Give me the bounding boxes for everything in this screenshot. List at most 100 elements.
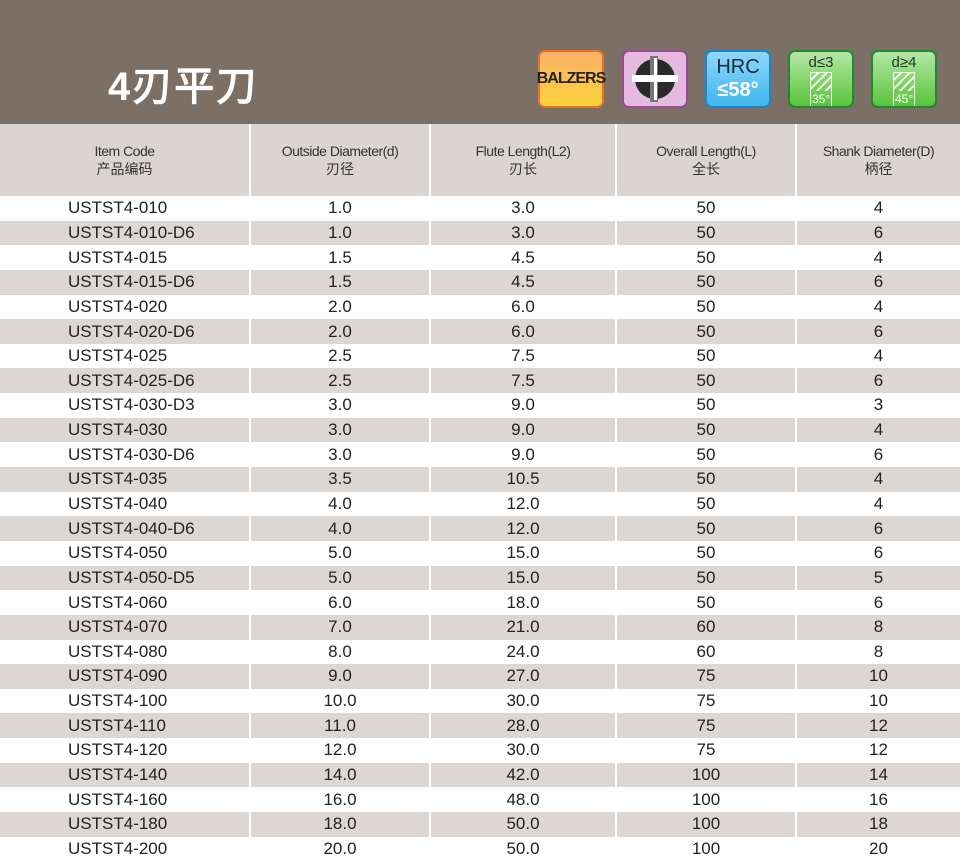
- table-cell: 4.0: [249, 491, 430, 517]
- table-cell: 75: [615, 664, 796, 689]
- table-cell: 12.0: [429, 491, 616, 517]
- header-en: Shank Diameter(D): [822, 143, 935, 159]
- column-header: Outside Diameter(d) 刃径: [249, 124, 430, 196]
- coating-label: BALZERS: [536, 70, 607, 87]
- hrc-value: ≤58°: [717, 79, 759, 101]
- table-cell: 3.0: [429, 196, 616, 221]
- table-cell: 18.0: [249, 812, 430, 837]
- table-cell: 75: [615, 688, 796, 714]
- table-cell: 50: [615, 516, 796, 541]
- helix-condition: d≤3: [808, 54, 834, 71]
- table-cell: 75: [615, 713, 796, 739]
- table-cell: 50.0: [429, 836, 616, 862]
- table-cell: 9.0: [429, 442, 616, 468]
- table-cell: 2.0: [249, 294, 430, 320]
- table-cell: 50: [615, 442, 796, 468]
- table-cell: 3.0: [249, 417, 430, 443]
- table-cell: 3.5: [249, 467, 430, 492]
- table-cell: USTST4-015: [68, 247, 168, 267]
- table-cell: 48.0: [429, 787, 616, 813]
- table-cell: 5.0: [249, 540, 430, 566]
- table-cell: 1.0: [249, 220, 430, 246]
- header-zh: 柄径: [864, 161, 893, 177]
- table-cell: 6: [795, 540, 960, 566]
- table-cell: 100: [615, 762, 796, 788]
- table-cell: 21.0: [429, 614, 616, 640]
- table-cell: USTST4-070: [0, 614, 250, 640]
- page-title: 4刃平刀: [108, 65, 259, 109]
- table-cell: 42.0: [429, 762, 616, 788]
- header-zh: 刃径: [326, 161, 354, 177]
- table-cell: 7.5: [429, 368, 616, 394]
- table-cell: 2.5: [249, 343, 430, 369]
- table-cell: USTST4-030-D3: [68, 395, 195, 415]
- table-cell: USTST4-050: [68, 543, 168, 563]
- table-cell: 14: [795, 762, 960, 788]
- table-cell: USTST4-015-D6: [0, 269, 250, 295]
- table-cell: 20.0: [249, 836, 430, 862]
- table-cell: 3.0: [249, 442, 430, 468]
- table-cell: 1.5: [249, 269, 430, 295]
- table-cell: 9.0: [429, 417, 616, 443]
- table-row: USTST4-020-D6 2.0 6.0 50 6: [0, 319, 960, 344]
- table-cell: USTST4-035: [0, 467, 250, 492]
- table-row: USTST4-140 14.0 42.0 100 14: [0, 762, 960, 788]
- table-row: USTST4-030-D6 3.0 9.0 50 6: [0, 442, 960, 468]
- table-cell: 100: [615, 836, 796, 862]
- table-cell: 50: [615, 393, 796, 418]
- table-cell: 6: [795, 269, 960, 295]
- table-cell: 4.5: [429, 269, 616, 295]
- table-cell: 6.0: [429, 319, 616, 344]
- table-cell: 6: [795, 516, 960, 541]
- table-cell: 9.0: [429, 393, 616, 418]
- table-cell: 100: [615, 812, 796, 837]
- table-cell: USTST4-140: [0, 762, 250, 788]
- table-row: USTST4-120 12.0 30.0 75 12: [0, 738, 960, 763]
- table-cell: 1.0: [249, 196, 430, 221]
- table-cell: USTST4-110: [0, 713, 250, 739]
- table-cell: 4.5: [429, 245, 616, 270]
- table-cell: 60: [615, 639, 796, 665]
- table-cell: 50: [615, 565, 796, 591]
- table-row: USTST4-060 6.0 18.0 50 6: [0, 590, 960, 615]
- table-cell: 6: [795, 220, 960, 246]
- table-cell: 30.0: [429, 688, 616, 714]
- table-row: USTST4-110 11.0 28.0 75 12: [0, 713, 960, 739]
- table-cell: 27.0: [429, 664, 616, 689]
- helix-35-badge: d≤3 35°: [788, 50, 854, 108]
- table-cell: USTST4-030: [0, 417, 250, 443]
- table-cell: 50: [615, 245, 796, 270]
- helix-angle: 35°: [812, 92, 831, 106]
- table-cell: 28.0: [429, 713, 616, 739]
- hrc-badge: HRC ≤58°: [705, 50, 771, 108]
- table-cell: 6.0: [249, 590, 430, 615]
- table-cell: 7.0: [249, 614, 430, 640]
- table-cell: 18: [795, 812, 960, 837]
- table-row: USTST4-050-D5 5.0 15.0 50 5: [0, 565, 960, 591]
- table-cell: 50: [615, 590, 796, 615]
- table-cell: 10: [795, 688, 960, 714]
- table-cell: USTST4-030-D6: [68, 444, 195, 464]
- table-row: USTST4-010-D6 1.0 3.0 50 6: [0, 220, 960, 246]
- table-cell: 12.0: [429, 516, 616, 541]
- table-cell: 4: [795, 245, 960, 270]
- column-header: Overall Length(L) 全长: [615, 124, 796, 196]
- table-cell: USTST4-025: [68, 346, 168, 366]
- table-cell: 6: [795, 442, 960, 468]
- header-zh: 产品编码: [96, 161, 153, 177]
- table-cell: 4: [795, 294, 960, 320]
- table-cell: USTST4-010: [68, 198, 168, 218]
- table-cell: USTST4-120: [68, 740, 168, 760]
- table-cell: 15.0: [429, 565, 616, 591]
- table-cell: USTST4-025-D6: [0, 368, 250, 394]
- table-cell: 6: [795, 319, 960, 344]
- 4-flute-cross-section-icon: [632, 56, 678, 102]
- table-cell: USTST4-200: [68, 838, 168, 858]
- header-en: Item Code: [94, 143, 155, 159]
- table-cell: 3.0: [249, 393, 430, 418]
- header-en: Outside Diameter(d): [281, 143, 399, 159]
- product-table: Item Code 产品编码 Outside Diameter(d) 刃径 Flute …: [0, 124, 960, 862]
- table-cell: 50: [615, 319, 796, 344]
- table-cell: 2.0: [249, 319, 430, 344]
- table-cell: USTST4-160: [68, 789, 168, 809]
